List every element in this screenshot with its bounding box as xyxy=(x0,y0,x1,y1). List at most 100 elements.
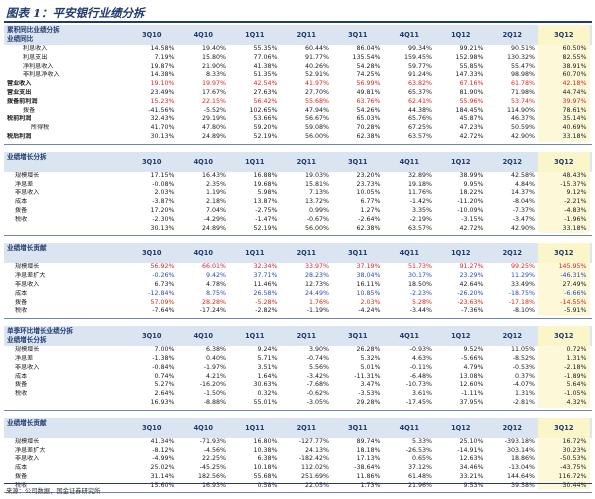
caption-rule xyxy=(4,21,592,23)
row-label: 规模增长 xyxy=(15,263,40,271)
value-cell: -1.42% xyxy=(409,198,432,206)
value-cell: -0.93% xyxy=(409,346,432,354)
table-row: 成本 -12.84% 8.75% 26.58% 24.49% 10.85% -2.23% -2… xyxy=(4,289,592,299)
value-cell: -4.24% xyxy=(358,307,381,315)
block-title: 累积同比业绩分拆 业绩同比 xyxy=(4,25,126,45)
value-cell: 63.57% xyxy=(407,224,432,232)
column-header: 1Q12 xyxy=(451,157,471,166)
value-cell: -50.53% xyxy=(538,455,590,465)
value-cell: 2.35% xyxy=(205,180,226,188)
value-cell: 62.38% xyxy=(356,224,381,232)
value-cell: 18.22% xyxy=(459,189,484,197)
value-cell: 59.77% xyxy=(407,62,432,70)
value-cell: -4.29% xyxy=(203,215,226,223)
value-cell: 41.70% xyxy=(150,124,175,132)
value-cell: -8.10% xyxy=(512,307,535,315)
column-header: 3Q12 xyxy=(538,243,590,264)
value-cell: 3.51% xyxy=(257,363,278,371)
value-cell: 9.52% xyxy=(463,346,484,354)
value-cell: 130.32% xyxy=(506,53,535,61)
block-divider xyxy=(4,143,592,145)
value-cell: 38.99% xyxy=(459,171,484,179)
value-cell: -7.68% xyxy=(306,381,329,389)
row-label: 税收 xyxy=(15,307,28,315)
value-cell: 37.12% xyxy=(407,464,432,472)
column-header: 4Q10 xyxy=(193,249,213,258)
table-row: 利息支出 7.19% 15.80% 77.06% 91.77% 135.54% 159.45… xyxy=(4,53,592,63)
value-cell: 99.25% xyxy=(510,263,535,271)
value-cell: 33.21% xyxy=(459,472,484,480)
table-row: 拨备 57.09% 28.28% -5.28% 1.76% 2.03% 5.28% -23.6… xyxy=(4,298,592,308)
column-header: 1Q11 xyxy=(245,423,265,432)
value-cell: -4.99% xyxy=(152,455,175,463)
row-label: 非息收入 xyxy=(15,280,40,288)
value-cell: 152.98% xyxy=(455,53,484,61)
value-cell: -16.20% xyxy=(199,381,226,389)
value-cell: -393.18% xyxy=(504,437,535,445)
column-header: 3Q10 xyxy=(142,31,162,39)
column-header: 2Q12 xyxy=(502,423,522,432)
value-cell: 86.04% xyxy=(356,45,381,52)
value-cell: -3.87% xyxy=(152,198,175,206)
value-cell: -4.07% xyxy=(512,381,535,389)
column-header: 2Q11 xyxy=(296,249,316,258)
column-header: 3Q10 xyxy=(142,157,162,166)
block-divider xyxy=(4,409,592,411)
value-cell: 16.72% xyxy=(538,437,590,447)
block-header: 业绩增长贡献 3Q10 4Q10 1Q11 2Q11 3Q11 4Q11 1Q12 2Q12 3Q… xyxy=(4,243,592,264)
column-header: 3Q12 xyxy=(538,25,590,45)
value-cell: 65.76% xyxy=(407,115,432,123)
value-cell: 23.73% xyxy=(356,180,381,188)
value-cell: 53.66% xyxy=(253,115,278,123)
value-cell: 74.25% xyxy=(356,71,381,79)
column-header: 3Q10 xyxy=(142,249,162,258)
value-cell: 42.90% xyxy=(510,224,535,232)
value-cell: 31.14% xyxy=(150,472,175,480)
value-cell: 1.31% xyxy=(538,354,590,364)
row-label: 净息差 xyxy=(15,354,34,362)
table-row: 税收 15.60% 16.93% 0.58% 22.05% 1.73% 21.96% 9.53… xyxy=(4,481,592,491)
value-cell: -2.75% xyxy=(255,206,278,214)
value-cell: 6.38% xyxy=(205,346,226,354)
value-cell: 4.32% xyxy=(538,398,590,408)
value-cell: 67.16% xyxy=(459,80,484,88)
table-row: 税收 -2.30% -4.29% -1.47% -0.67% -2.64% -2.19% -3… xyxy=(4,215,592,225)
value-cell: 145.95% xyxy=(538,263,590,273)
value-cell: 11.86% xyxy=(356,472,381,480)
value-cell: -45.25% xyxy=(199,464,226,472)
value-cell: -43.75% xyxy=(538,464,590,473)
value-cell: -7.64% xyxy=(152,307,175,315)
table-row: 拨备 -41.56% -5.52% 102.65% 47.94% 54.26% 44.38%… xyxy=(4,106,592,116)
value-cell: 99.34% xyxy=(407,45,432,52)
value-cell: -5.28% xyxy=(255,298,278,306)
value-cell: 44.74% xyxy=(538,88,590,98)
value-cell: 26.28% xyxy=(356,346,381,354)
block-title-line: 业绩增长分拆 xyxy=(7,336,47,345)
value-cell: -71.93% xyxy=(199,437,226,445)
value-cell: 54.28% xyxy=(356,62,381,70)
value-cell: -46.31% xyxy=(538,272,590,281)
value-cell: -13.04% xyxy=(508,464,535,472)
column-header: 4Q10 xyxy=(193,31,213,39)
value-cell: 38.91% xyxy=(538,62,590,72)
value-cell: -5.66% xyxy=(461,354,484,362)
value-cell: 32.89% xyxy=(407,171,432,179)
column-header: 3Q11 xyxy=(348,157,368,166)
value-cell: 13.87% xyxy=(253,198,278,206)
column-header: 2Q12 xyxy=(502,157,522,166)
value-cell: -8.52% xyxy=(512,354,535,362)
column-header: 1Q12 xyxy=(451,423,471,432)
value-cell: 8.33% xyxy=(205,71,226,79)
value-cell: 52.19% xyxy=(253,132,278,140)
column-header: 4Q10 xyxy=(193,332,213,341)
value-cell: 3.35% xyxy=(411,206,432,214)
value-cell: 45.87% xyxy=(459,115,484,123)
value-cell: -0.62% xyxy=(306,390,329,398)
value-cell: 99.21% xyxy=(459,45,484,52)
value-cell: 18.86% xyxy=(510,455,535,463)
value-cell: 11.05% xyxy=(510,346,535,354)
value-cell: -26.53% xyxy=(405,446,432,454)
value-cell: 30.23% xyxy=(538,446,590,456)
value-cell: 25.02% xyxy=(150,464,175,472)
value-cell: 9.53% xyxy=(463,481,484,489)
